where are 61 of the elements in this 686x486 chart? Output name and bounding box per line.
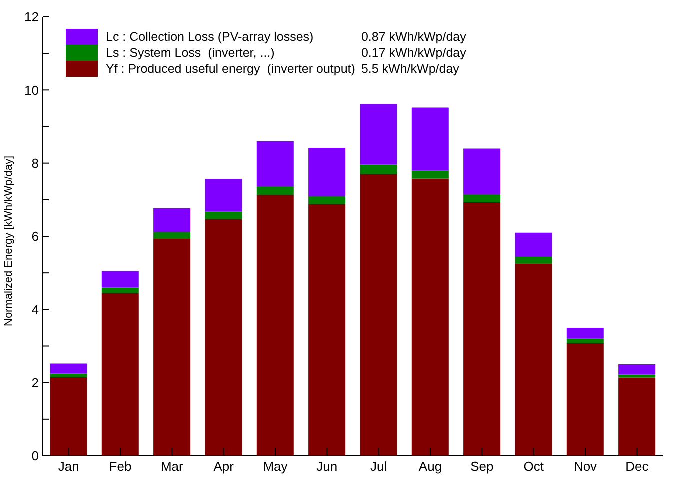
legend-label: Lc : Collection Loss (PV-array losses) bbox=[106, 30, 314, 44]
x-tick-label: Feb bbox=[109, 459, 132, 474]
y-tick-label: 6 bbox=[32, 229, 39, 244]
y-tick-label: 2 bbox=[32, 375, 39, 390]
y-tick-label: 10 bbox=[24, 82, 39, 98]
legend-label: Yf : Produced useful energy (inverter output) bbox=[106, 62, 356, 76]
x-tick-label: Dec bbox=[626, 459, 650, 474]
y-tick-label: 0 bbox=[32, 448, 39, 464]
bar bbox=[308, 196, 346, 204]
x-tick-label: Mar bbox=[160, 459, 184, 474]
x-tick-label: Jun bbox=[316, 459, 338, 474]
x-tick-label: May bbox=[263, 459, 288, 474]
bar bbox=[464, 148, 501, 194]
bar bbox=[515, 232, 552, 257]
bar bbox=[515, 264, 552, 456]
bar bbox=[412, 170, 449, 179]
bar bbox=[464, 202, 501, 456]
y-tick-label: 8 bbox=[32, 156, 39, 171]
bar bbox=[256, 186, 294, 196]
bar bbox=[464, 194, 501, 202]
bar bbox=[412, 178, 449, 456]
bar bbox=[618, 364, 656, 375]
bar bbox=[308, 148, 346, 196]
x-tick-label: Aug bbox=[418, 459, 442, 474]
bar bbox=[205, 179, 242, 212]
legend-label: Ls : System Loss (inverter, ...) bbox=[106, 46, 275, 60]
x-tick-label: Oct bbox=[524, 459, 544, 474]
annotation: 0.87 kWh/kWp/day bbox=[361, 29, 466, 45]
bar bbox=[360, 174, 398, 456]
bar bbox=[566, 328, 604, 339]
bar bbox=[102, 293, 139, 456]
bar bbox=[50, 374, 88, 378]
x-tick-label: Apr bbox=[214, 459, 235, 474]
bar bbox=[154, 232, 191, 240]
bar bbox=[618, 378, 656, 456]
x-tick-label: Sep bbox=[470, 459, 494, 474]
y-tick-label: 12 bbox=[24, 10, 39, 25]
bar bbox=[308, 204, 346, 456]
y-axis-title: Normalized Energy [kWh/kWp/day] bbox=[2, 156, 15, 326]
bar bbox=[256, 195, 294, 456]
bar bbox=[412, 108, 449, 171]
bar bbox=[50, 364, 88, 374]
annotation: 5.5 kWh/kWp/day bbox=[361, 61, 460, 77]
bar bbox=[102, 288, 139, 294]
x-tick-label: Nov bbox=[574, 459, 598, 474]
bar bbox=[154, 208, 191, 232]
bar bbox=[154, 239, 191, 456]
bar bbox=[360, 104, 398, 165]
bar bbox=[256, 141, 294, 186]
x-tick-label: Jul bbox=[370, 459, 388, 474]
bar bbox=[360, 164, 398, 174]
bar bbox=[515, 256, 552, 264]
bar bbox=[566, 343, 604, 456]
x-tick-label: Jan bbox=[58, 459, 80, 474]
y-tick-label: 4 bbox=[32, 302, 39, 318]
bar bbox=[205, 219, 242, 456]
bar bbox=[205, 212, 242, 220]
bar bbox=[50, 377, 88, 456]
bar bbox=[566, 338, 604, 344]
annotation: 0.17 kWh/kWp/day bbox=[361, 45, 466, 61]
bar bbox=[102, 271, 139, 288]
